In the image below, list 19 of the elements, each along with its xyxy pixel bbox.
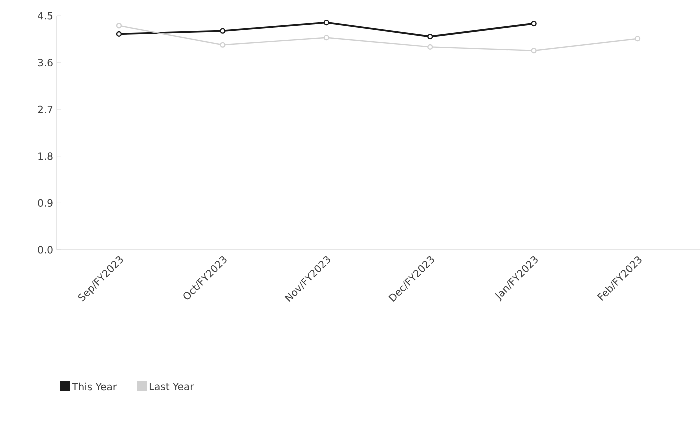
point <box>428 34 434 40</box>
y-tick-label: 0.9 <box>38 199 53 207</box>
point <box>531 21 537 27</box>
point <box>116 31 122 38</box>
y-tick-label: 0.0 <box>38 246 53 254</box>
point <box>220 42 226 48</box>
legend-label: This Year <box>72 382 118 391</box>
y-tick-label: 3.6 <box>38 59 53 67</box>
point <box>428 44 434 50</box>
legend-label: Last Year <box>150 383 194 390</box>
point <box>116 23 122 29</box>
y-tick-label: 2.7 <box>38 106 53 114</box>
y-tick-label: 1.8 <box>38 152 53 160</box>
point <box>324 20 330 26</box>
point <box>324 35 330 41</box>
point <box>531 48 537 54</box>
point <box>634 36 641 42</box>
point <box>220 28 226 34</box>
y-tick-label: 4.5 <box>38 12 53 20</box>
